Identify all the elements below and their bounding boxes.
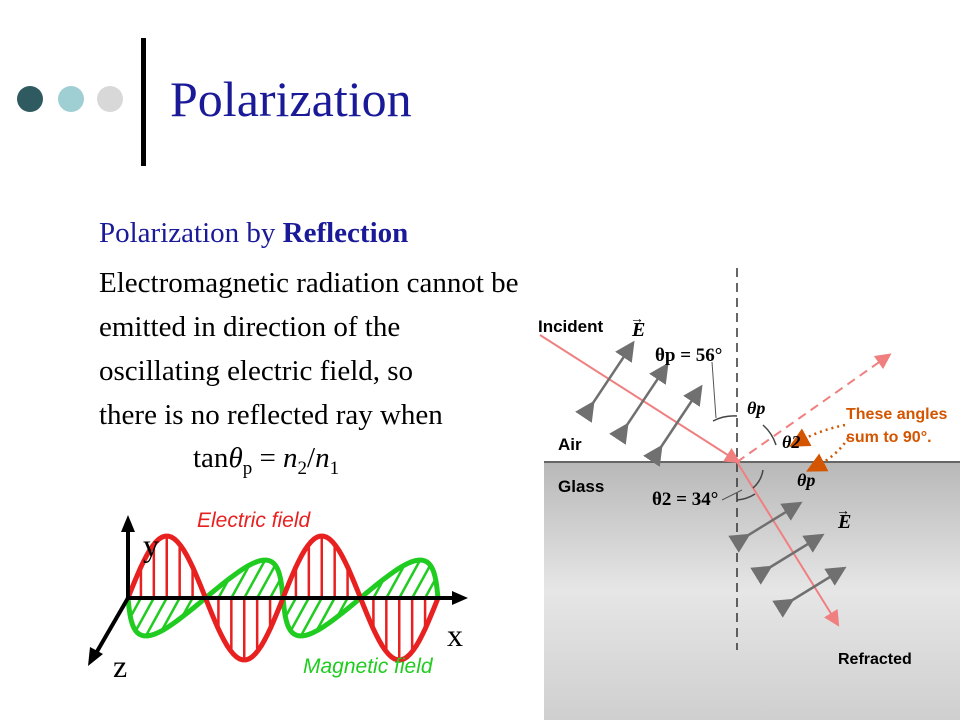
z-axis-arrow-icon: [88, 647, 103, 666]
magnetic-field-arrow: [299, 597, 323, 637]
body-line-3: oscillating electric field, so: [99, 355, 414, 387]
section-heading-prefix: Polarization by: [99, 217, 283, 249]
e-field-arrow-refracted: [728, 501, 803, 553]
note-line-2: sum to 90°.: [846, 429, 932, 446]
note-line-1: These angles: [846, 406, 947, 423]
e-field-arrow-incident: [575, 340, 635, 423]
formula-n2: n: [283, 442, 298, 474]
e-field-arrow-incident: [643, 384, 703, 467]
magnetic-field-arrow: [423, 578, 437, 599]
z-axis: [93, 596, 130, 657]
body-line-2: emitted in direction of the: [99, 311, 401, 343]
e-vector-arrow-icon: →: [630, 312, 644, 327]
magnetic-field-arrow: [217, 578, 230, 599]
magnetic-field-arrow: [336, 597, 349, 618]
y-axis-label: y: [143, 527, 159, 563]
magnetic-field-arrow: [372, 578, 385, 599]
leader-line-theta-2: [721, 489, 743, 501]
z-axis-label: z: [113, 648, 127, 684]
leader-line-theta-p: [711, 361, 717, 419]
reflected-ray: [736, 353, 892, 463]
refracted-ray: [736, 461, 840, 627]
magnetic-field-arrow: [144, 597, 168, 637]
e-vector-label-refracted: E: [837, 511, 851, 533]
magnetic-field-arrow: [181, 597, 194, 618]
electric-field-label: Electric field: [197, 509, 312, 532]
theta-p-equation: θp = 56°: [655, 345, 722, 366]
title-divider: [141, 38, 146, 166]
electric-wave-curve: [125, 533, 441, 663]
theta-p-arc-lower: [752, 469, 764, 489]
e-field-arrow-incident: [609, 362, 669, 445]
formula-n1-sub: 1: [329, 457, 340, 479]
decorative-dot-dark: [17, 86, 43, 112]
air-label: Air: [558, 435, 582, 454]
magnetic-field-arrow: [284, 597, 298, 618]
e-vector-arrow-icon-refracted: →: [836, 504, 850, 519]
section-heading: Polarization by Reflection: [99, 217, 408, 250]
e-field-arrow-refracted: [772, 566, 847, 618]
magnetic-field-arrow: [230, 564, 251, 599]
magnetic-field-arrow: [160, 597, 181, 632]
body-line-1: Electromagnetic radiation cannot be: [99, 267, 519, 299]
e-vector-label-incident: E: [631, 319, 645, 341]
theta-p-label-lower: θp: [797, 470, 815, 490]
magnetic-field-label: Magnetic field: [303, 655, 434, 678]
theta-p-label-upper: θp: [747, 398, 765, 418]
formula-theta-sub: p: [242, 457, 253, 479]
magnetic-field-arrow: [411, 564, 432, 599]
note-arrow-upper: [789, 423, 846, 447]
e-field-arrow-refracted: [750, 533, 825, 585]
magnetic-field-arrow: [256, 564, 277, 599]
glass-label: Glass: [558, 477, 604, 496]
magnetic-field-arrow: [134, 597, 155, 632]
magnetic-field-arrow: [315, 597, 336, 632]
note-arrow-lower: [806, 437, 850, 472]
x-axis-arrow-icon: [452, 591, 468, 605]
theta2-arc-upper: [762, 424, 777, 446]
theta-2-label-upper: θ2: [782, 432, 800, 452]
wave-drawing: [125, 533, 441, 663]
incident-label: Incident: [538, 317, 604, 336]
slide-title: Polarization: [170, 71, 412, 127]
section-heading-bold: Reflection: [282, 217, 409, 249]
body-line-4: there is no reflected ray when: [99, 399, 443, 431]
magnetic-field-arrow: [398, 559, 422, 599]
magnetic-field-arrow: [129, 597, 143, 618]
formula-fn: tan: [193, 442, 229, 474]
x-axis-label: x: [447, 617, 463, 653]
magnetic-field-arrow: [289, 597, 310, 632]
theta-p-arc: [712, 415, 738, 422]
decorative-dot-teal: [58, 86, 84, 112]
glass-region: [544, 462, 960, 720]
formula-eq: =: [252, 442, 284, 474]
formula-slash: /: [307, 442, 316, 474]
magnetic-field-arrow: [243, 559, 267, 599]
formula-n2-sub: 2: [297, 457, 308, 479]
magnetic-wave-curve: [125, 557, 441, 639]
decorative-dot-gray: [97, 86, 123, 112]
brewster-formula: tanθp = n2/n1: [193, 442, 339, 480]
e-field-arrows: [575, 340, 847, 618]
formula-n1: n: [315, 442, 330, 474]
theta-2-equation: θ2 = 34°: [652, 489, 718, 510]
refracted-label: Refracted: [838, 651, 912, 668]
incident-ray: [539, 334, 741, 464]
magnetic-field-arrow: [385, 564, 406, 599]
y-axis-arrow-icon: [121, 515, 135, 532]
formula-theta: θ: [228, 442, 243, 474]
magnetic-field-arrow: [268, 578, 282, 599]
theta2-arc-lower: [736, 493, 756, 501]
